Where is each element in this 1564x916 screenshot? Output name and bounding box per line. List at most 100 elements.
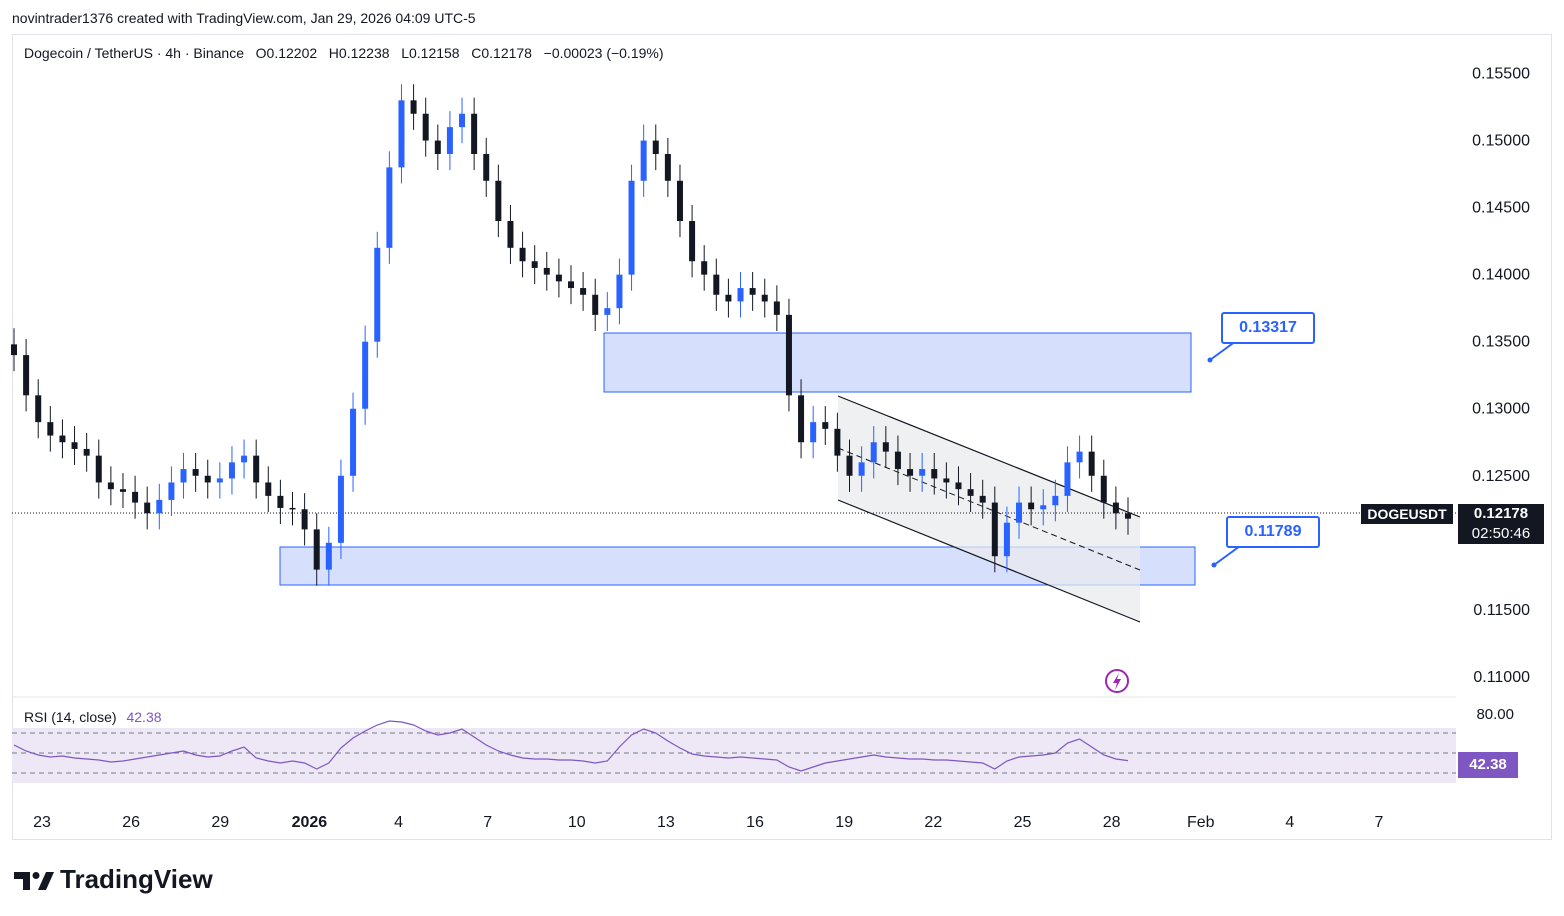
candle-body[interactable] (543, 267, 550, 275)
candle-body[interactable] (592, 294, 599, 315)
candle-body[interactable] (47, 422, 54, 436)
channel-lower-line[interactable] (837, 499, 1141, 623)
candle-body[interactable] (628, 180, 635, 275)
candle-body[interactable] (568, 281, 574, 289)
candle-body[interactable] (35, 395, 42, 423)
candle-body[interactable] (265, 482, 272, 496)
candle-body[interactable] (943, 478, 950, 483)
candle-body[interactable] (858, 462, 865, 476)
candle-body[interactable] (907, 469, 914, 476)
candle-body[interactable] (1040, 505, 1047, 510)
candle-body[interactable] (410, 100, 417, 114)
candle-body[interactable] (23, 355, 30, 396)
candle-body[interactable] (991, 502, 998, 557)
candle-body[interactable] (555, 274, 562, 282)
candle-body[interactable] (11, 344, 17, 356)
tradingview-logo[interactable]: TradingView (14, 864, 213, 895)
candle-body[interactable] (882, 442, 889, 452)
candle-body[interactable] (664, 153, 671, 181)
candle-body[interactable] (1112, 502, 1119, 514)
candle-body[interactable] (785, 314, 792, 396)
candle-body[interactable] (810, 422, 817, 443)
candle-body[interactable] (204, 475, 211, 483)
candle-body[interactable] (701, 261, 708, 275)
candle-body[interactable] (1100, 475, 1107, 503)
lightning-icon[interactable] (1105, 669, 1129, 693)
candle-body[interactable] (737, 288, 744, 302)
candle-body[interactable] (676, 180, 683, 222)
candle-body[interactable] (822, 422, 829, 429)
candle-body[interactable] (616, 274, 623, 309)
callout-lower-price[interactable]: 0.11789 (1226, 516, 1320, 548)
candle-body[interactable] (834, 428, 841, 456)
candle-body[interactable] (761, 294, 768, 302)
candle-body[interactable] (216, 478, 223, 483)
candle-body[interactable] (422, 113, 429, 141)
candle-body[interactable] (71, 442, 78, 449)
candle-body[interactable] (749, 288, 756, 295)
candle-body[interactable] (180, 469, 187, 483)
candle-body[interactable] (1052, 495, 1059, 506)
candle-body[interactable] (119, 489, 126, 492)
candle-body[interactable] (652, 140, 659, 154)
candle-body[interactable] (713, 274, 720, 295)
candle-body[interactable] (1076, 451, 1083, 463)
candle-body[interactable] (1003, 522, 1010, 557)
candle-body[interactable] (277, 495, 284, 508)
candle-body[interactable] (580, 288, 587, 295)
candle-body[interactable] (313, 529, 320, 570)
candle-body[interactable] (132, 491, 139, 503)
candle-body[interactable] (386, 167, 393, 248)
candle-body[interactable] (507, 221, 514, 248)
candle-body[interactable] (689, 221, 696, 262)
candle-body[interactable] (483, 153, 490, 181)
callout-upper-price[interactable]: 0.13317 (1221, 312, 1315, 344)
candle-body[interactable] (398, 100, 405, 168)
candle-body[interactable] (350, 408, 357, 476)
candle-body[interactable] (955, 482, 962, 490)
candle-body[interactable] (846, 455, 853, 476)
candle-body[interactable] (870, 442, 877, 463)
candle-body[interactable] (253, 455, 260, 483)
candle-body[interactable] (495, 180, 502, 222)
candle-body[interactable] (241, 455, 248, 463)
candle-body[interactable] (531, 261, 538, 268)
candle-body[interactable] (459, 113, 466, 128)
candle-body[interactable] (83, 448, 90, 456)
candle-body[interactable] (894, 451, 901, 470)
candle-body[interactable] (301, 509, 308, 530)
candle-body[interactable] (107, 482, 114, 490)
upper-zone[interactable] (603, 332, 1192, 393)
candle-body[interactable] (1125, 513, 1131, 519)
candle-body[interactable] (434, 140, 441, 154)
candle-body[interactable] (325, 542, 332, 570)
candle-body[interactable] (471, 113, 478, 154)
candle-body[interactable] (604, 308, 611, 315)
candle-body[interactable] (362, 341, 369, 409)
channel-upper-line[interactable] (837, 395, 1141, 518)
candle-body[interactable] (931, 469, 938, 479)
candle-body[interactable] (919, 469, 926, 476)
candle-body[interactable] (228, 462, 235, 479)
candle-body[interactable] (95, 455, 102, 483)
candle-body[interactable] (156, 499, 163, 514)
candle-body[interactable] (144, 502, 151, 514)
candle-body[interactable] (798, 395, 805, 443)
candle-body[interactable] (967, 489, 974, 496)
candle-body[interactable] (519, 247, 526, 262)
candle-body[interactable] (446, 127, 453, 154)
candle-body[interactable] (725, 294, 732, 302)
candle-body[interactable] (289, 507, 296, 510)
candle-body[interactable] (979, 495, 986, 503)
candle-body[interactable] (168, 482, 175, 500)
candle-body[interactable] (374, 247, 381, 342)
candle-body[interactable] (1064, 462, 1071, 496)
candle-body[interactable] (192, 469, 199, 476)
candle-body[interactable] (59, 435, 66, 443)
candle-body[interactable] (1016, 502, 1023, 523)
candle-body[interactable] (1028, 502, 1035, 510)
candle-body[interactable] (337, 475, 344, 543)
candle-body[interactable] (640, 140, 647, 181)
candle-body[interactable] (773, 301, 780, 315)
